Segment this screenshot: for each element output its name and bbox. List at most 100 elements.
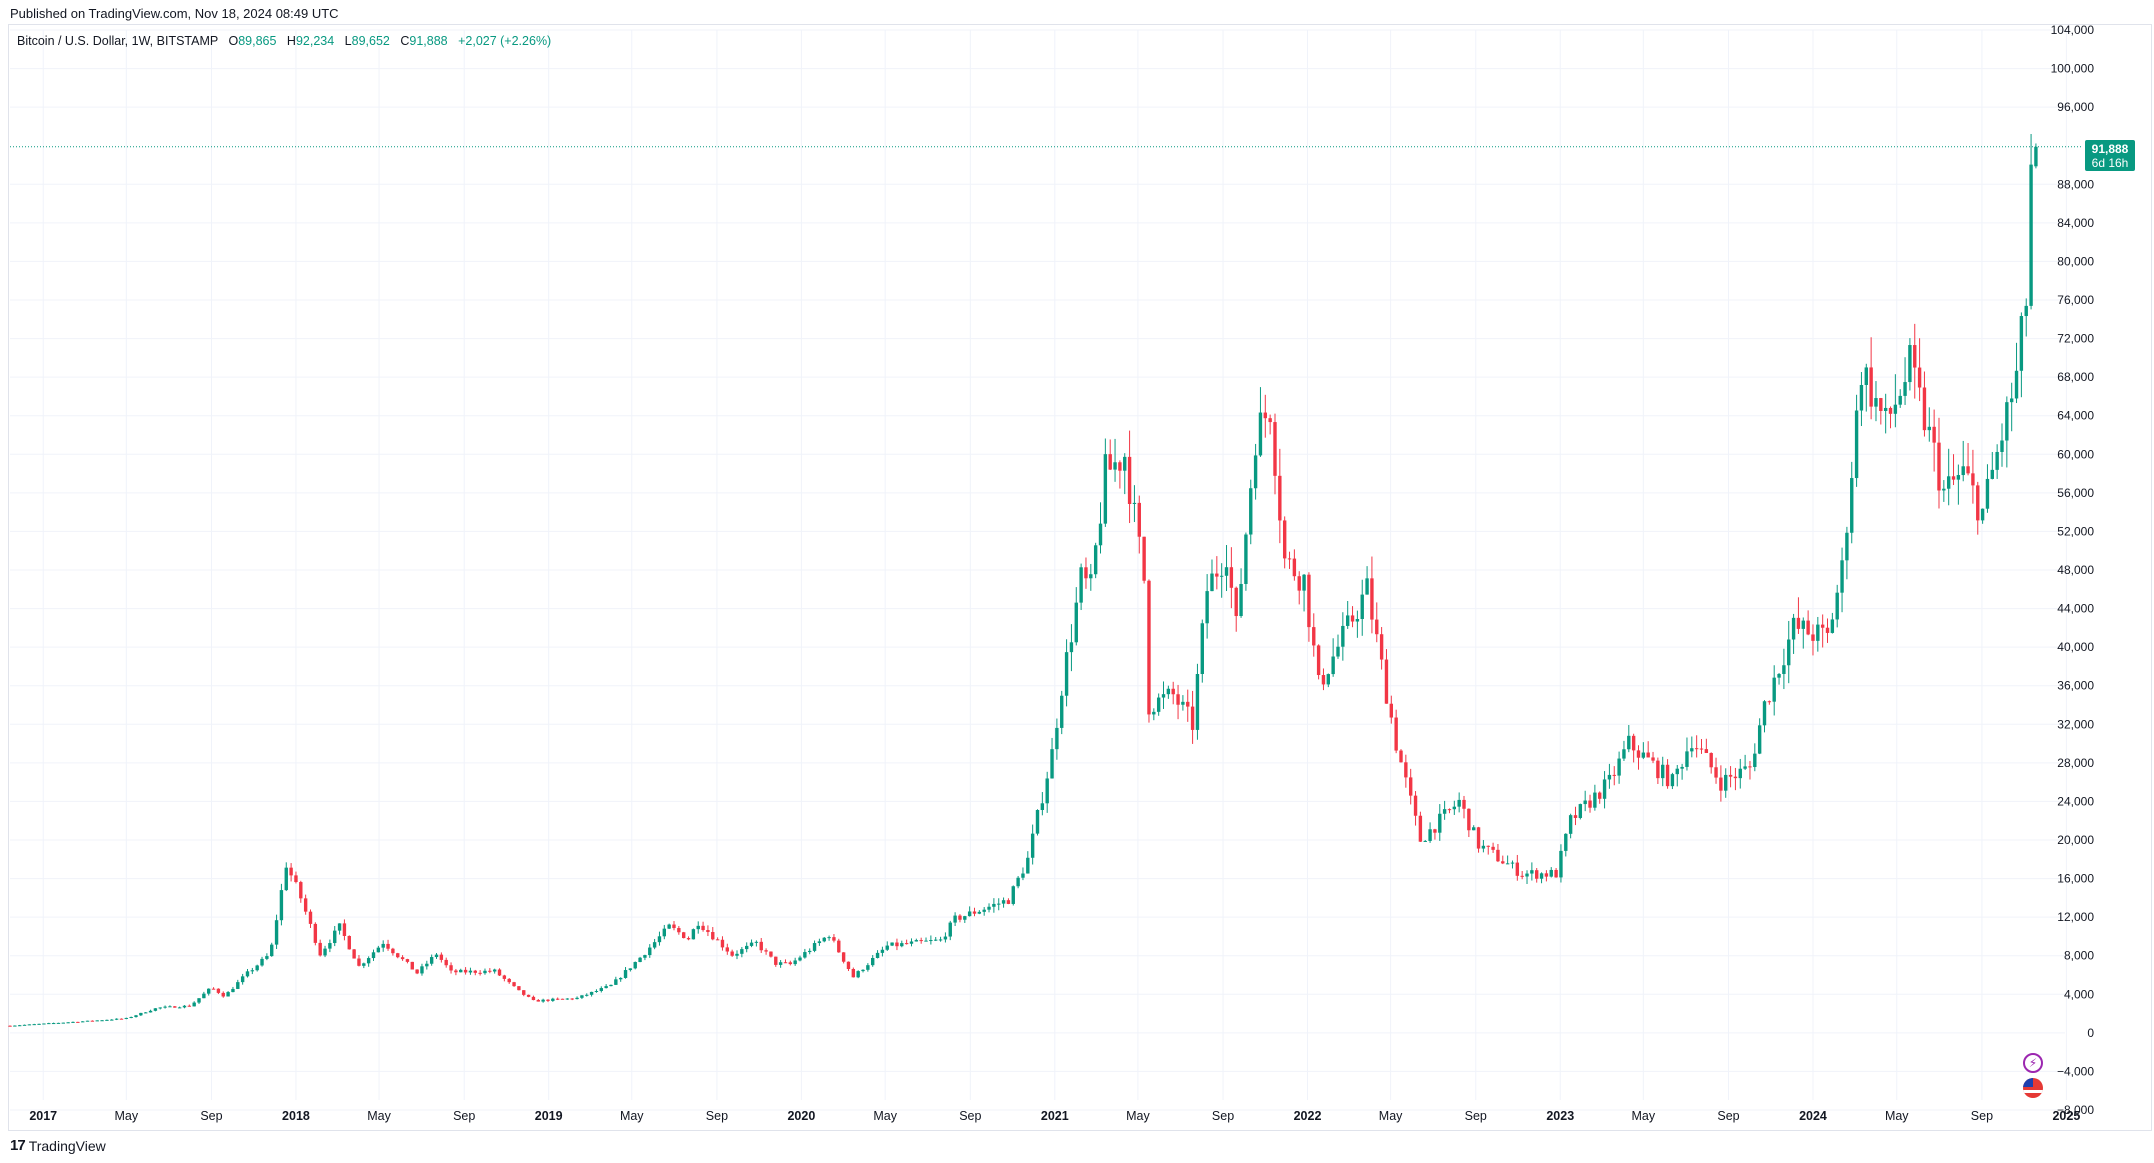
time-axis[interactable]: 2017 May Sep 2018 May Sep 2019 May Sep 2020 May Sep… (29, 1109, 2080, 1123)
candle-body (1302, 574, 1306, 591)
candle-body (1152, 711, 1156, 715)
high-value: 92,234 (295, 34, 335, 48)
candle-body (1946, 476, 1951, 489)
time-tick-label: 2023 (1546, 1109, 1574, 1123)
candle-body (1389, 703, 1394, 718)
candle-body (531, 996, 536, 1001)
candle-body (885, 945, 889, 950)
candle-body (677, 928, 681, 933)
time-tick-label: Sep (1465, 1109, 1487, 1123)
us-flag-icon[interactable] (2023, 1078, 2043, 1098)
candle-body (1961, 466, 1965, 476)
candle-body (352, 949, 356, 959)
candle-body (1757, 725, 1762, 754)
candle-body (42, 1023, 46, 1025)
candle-body (1854, 410, 1859, 479)
candle-body (1583, 800, 1587, 805)
bar-countdown: 6d 16h (2091, 156, 2129, 170)
candle-body (972, 911, 977, 914)
candle-body (1331, 656, 1335, 675)
last-price-value: 91,888 (2091, 142, 2129, 156)
candle-body (124, 1017, 129, 1019)
candle-body (1796, 617, 1801, 629)
candle-body (129, 1017, 133, 1019)
time-tick-label: Sep (959, 1109, 981, 1123)
candle-body (468, 970, 473, 973)
candle-body (1278, 475, 1282, 521)
symbol-name: Bitcoin / U.S. Dollar, 1W, BITSTAMP (17, 34, 218, 48)
candle-body (1670, 774, 1675, 787)
candle-body (1375, 619, 1379, 635)
candle-body (221, 992, 225, 997)
candle-body (1646, 752, 1650, 758)
candle-body (488, 970, 492, 972)
candle-body (119, 1018, 124, 1020)
candle-body (648, 947, 652, 956)
candle-body (536, 1000, 540, 1002)
candle-body (1845, 532, 1849, 561)
candle-body (599, 988, 603, 991)
candle-body (657, 936, 662, 943)
time-tick-label: Sep (1212, 1109, 1234, 1123)
candle-body (1535, 870, 1539, 879)
candle-body (1045, 778, 1049, 804)
candle-body (1447, 809, 1452, 811)
candle-body (1554, 869, 1558, 878)
candle-body (158, 1007, 162, 1009)
candle-body (265, 956, 269, 959)
candle-body (1787, 639, 1791, 666)
candle-body (2024, 305, 2028, 317)
candle-body (1568, 815, 1573, 834)
candle-body (1753, 753, 1757, 768)
candle-body (1607, 774, 1612, 780)
candle-body (1118, 462, 1122, 471)
candle-body (1806, 620, 1810, 635)
candle-body (168, 1006, 172, 1008)
candle-body (614, 979, 618, 985)
time-tick-label: 2022 (1294, 1109, 1322, 1123)
candle-body (1064, 652, 1069, 696)
price-axis[interactable]: 104,000 100,000 96,000 88,000 84,000 80,000 76… (2051, 23, 2095, 1117)
candle-body (967, 911, 972, 917)
candle-body (1505, 863, 1510, 865)
candle-body (1137, 502, 1141, 537)
candle-body (551, 998, 555, 1001)
candle-body (192, 1002, 196, 1007)
candle-body (754, 941, 759, 943)
candle-body (1098, 523, 1103, 546)
footer-brand[interactable]: 17 TradingView (10, 1137, 106, 1154)
candle-body (715, 939, 720, 941)
candle-body (1980, 508, 1985, 521)
candle-body (1593, 792, 1597, 808)
lightning-icon[interactable]: ⚡ (2023, 1053, 2043, 1073)
candle-body (1559, 850, 1563, 878)
close-label: C (400, 34, 410, 48)
candle-body (13, 1025, 17, 1027)
price-tick-label: 96,000 (2057, 100, 2094, 114)
candle-body (1840, 560, 1844, 593)
candle-body (1719, 777, 1723, 791)
candle-body (1030, 833, 1035, 858)
price-tick-label: −4,000 (2057, 1064, 2094, 1078)
candle-body (1728, 774, 1733, 777)
candle-body (1898, 395, 1902, 405)
candle-body (1724, 774, 1728, 791)
candle-body (211, 988, 216, 990)
price-tick-label: 8,000 (2064, 949, 2094, 963)
time-tick-label: Sep (453, 1109, 475, 1123)
candle-body (1685, 751, 1689, 767)
price-tick-label: 104,000 (2051, 23, 2095, 37)
candle-body (357, 958, 361, 966)
candle-body (798, 957, 802, 961)
candle-body (473, 970, 477, 973)
candle-body (1990, 469, 1994, 479)
candle-body (526, 994, 531, 997)
candle-body (1297, 576, 1301, 591)
candle-body (827, 937, 831, 939)
candle-body (1573, 815, 1578, 818)
candle-body (841, 952, 846, 962)
candle-body (163, 1006, 167, 1008)
candle-body (294, 875, 298, 883)
candle-body (153, 1008, 158, 1011)
